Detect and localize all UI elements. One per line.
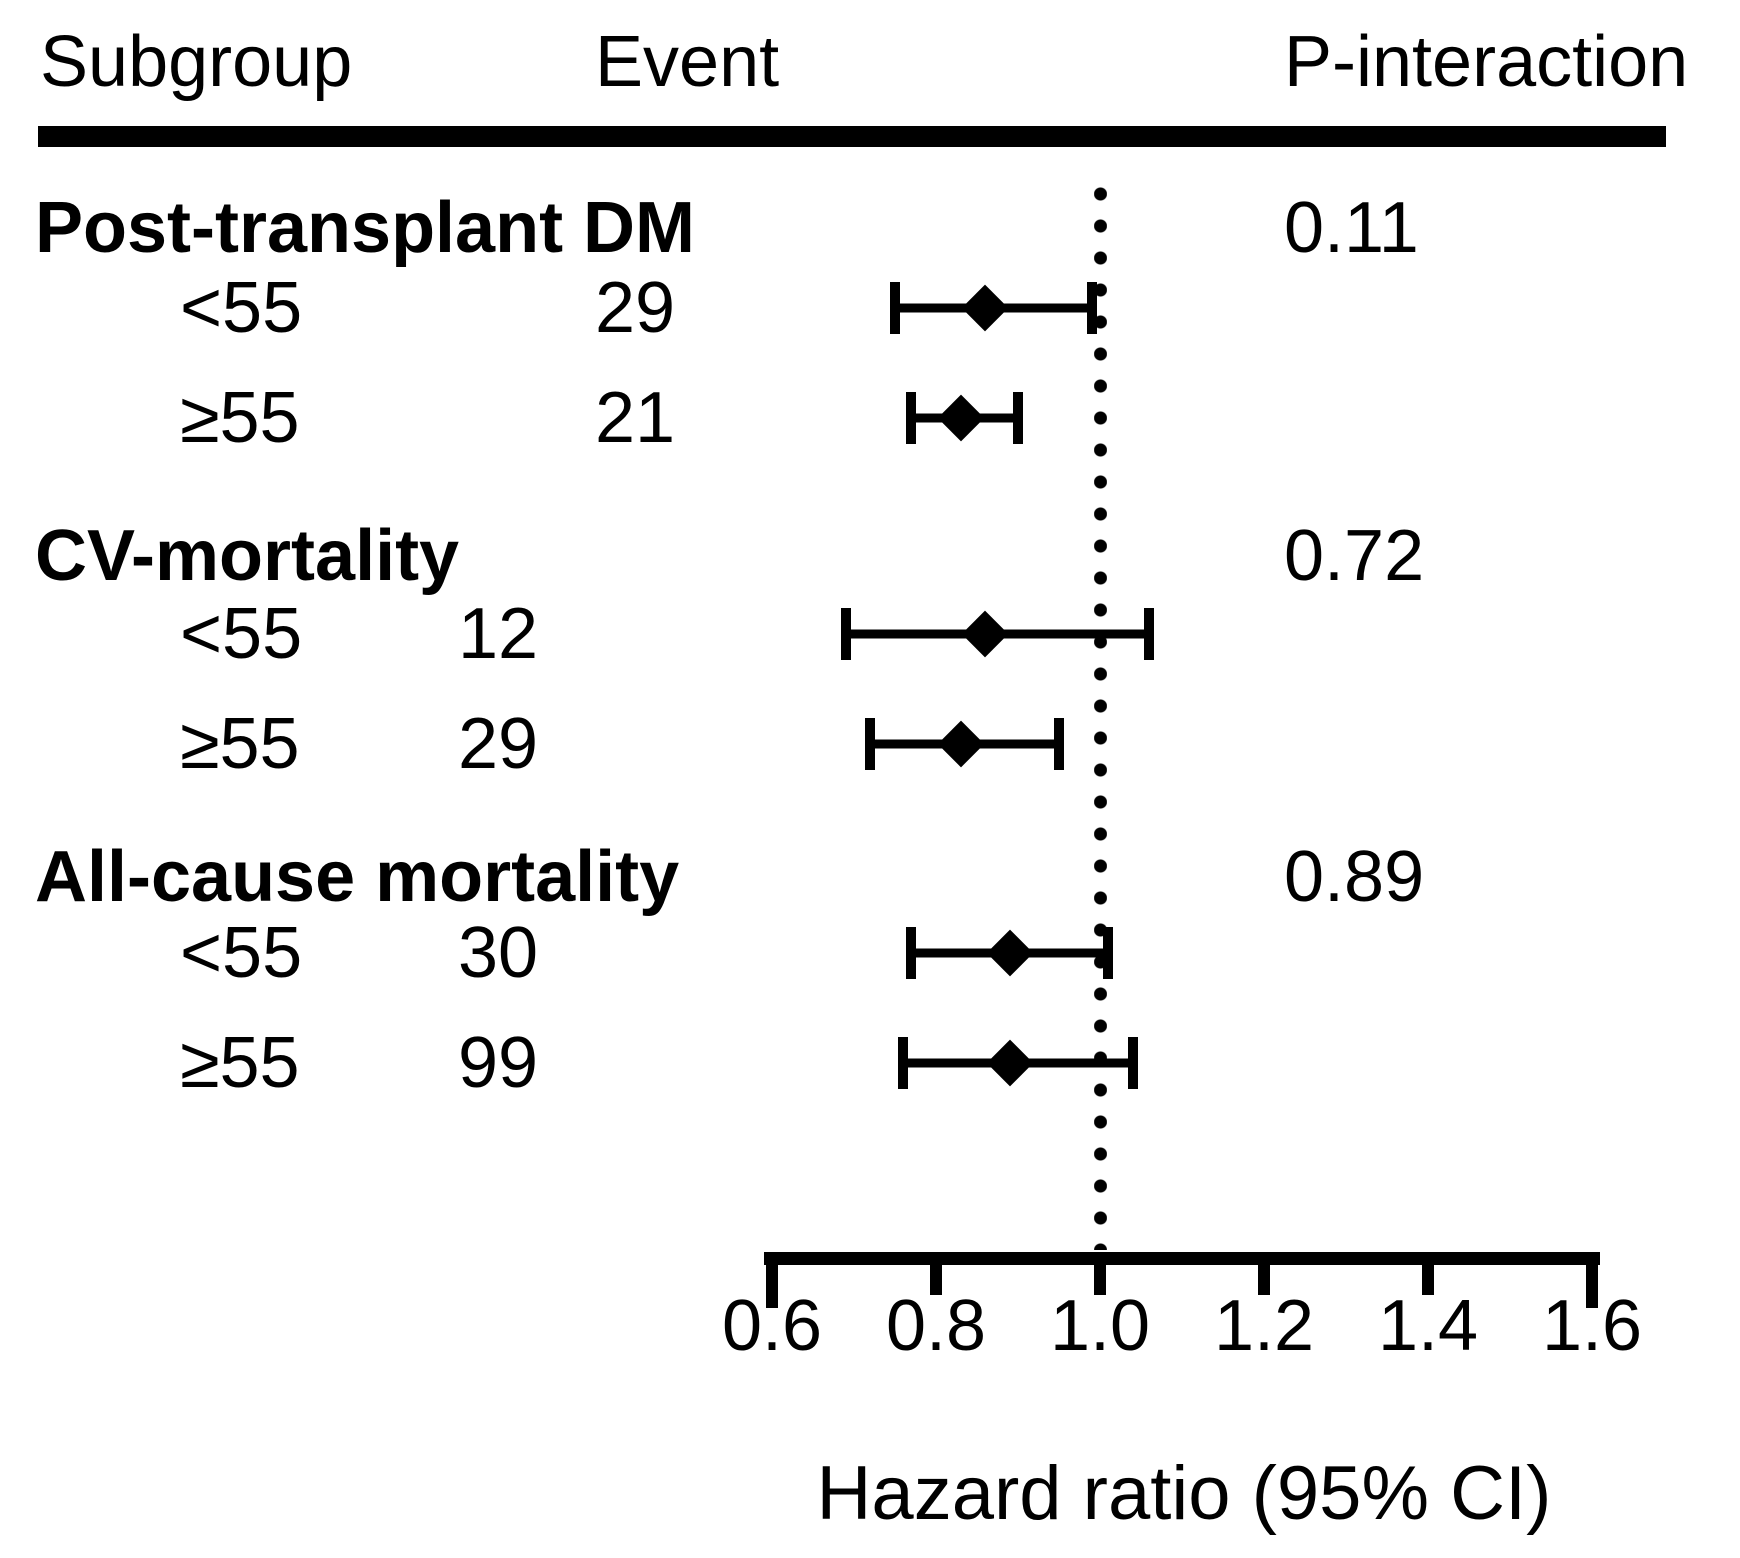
ci-cap-high [1144, 608, 1155, 660]
x-axis-tick-label: 1.6 [1541, 1286, 1643, 1366]
ci-cap-high [1086, 282, 1097, 334]
x-axis-tick [766, 1252, 778, 1308]
subgroup-label: <55 [180, 594, 303, 674]
event-count: 21 [595, 378, 676, 458]
column-header-p-interaction: P-interaction [1284, 22, 1689, 102]
hr-diamond-marker [986, 929, 1034, 977]
event-count: 12 [458, 594, 539, 674]
ci-cap-low [898, 1037, 909, 1089]
hr-diamond-marker [986, 1039, 1034, 1087]
x-axis-line [764, 1252, 1600, 1265]
ci-cap-high [1013, 392, 1023, 444]
group-heading: Post-transplant DM [35, 188, 696, 268]
hr-diamond-marker [937, 394, 984, 442]
subgroup-label: ≥55 [180, 1023, 300, 1103]
ci-cap-low [906, 392, 917, 444]
ci-cap-low [890, 282, 900, 334]
x-axis-tick-label: 1.0 [1049, 1286, 1151, 1366]
x-axis-tick-label: 1.4 [1377, 1286, 1479, 1366]
p-interaction-value: 0.89 [1284, 837, 1425, 917]
p-interaction-value: 0.72 [1284, 516, 1425, 596]
reference-line [1094, 186, 1107, 1250]
x-axis-tick [1258, 1252, 1270, 1295]
subgroup-label: <55 [180, 268, 303, 348]
x-axis-tick [930, 1252, 942, 1295]
header-divider-rule [38, 126, 1666, 147]
x-axis-tick-label: 1.2 [1213, 1286, 1315, 1366]
column-header-event: Event [595, 22, 780, 102]
x-axis-tick [1586, 1252, 1598, 1308]
x-axis-tick-label: 0.8 [885, 1286, 987, 1366]
group-heading: CV-mortality [35, 516, 460, 596]
event-count: 99 [458, 1023, 539, 1103]
subgroup-label: <55 [180, 913, 303, 993]
x-axis-title: Hazard ratio (95% CI) [816, 1451, 1552, 1536]
group-heading: All-cause mortality [35, 837, 680, 917]
hr-diamond-marker [961, 610, 1009, 658]
ci-cap-low [906, 927, 917, 979]
event-count: 29 [595, 268, 676, 348]
x-axis-tick [1422, 1252, 1434, 1295]
x-axis-tick [1094, 1252, 1106, 1295]
ci-cap-high [1127, 1037, 1138, 1089]
x-axis-tick-label: 0.6 [721, 1286, 823, 1366]
p-interaction-value: 0.11 [1284, 188, 1419, 268]
event-count: 29 [458, 704, 539, 784]
ci-cap-high [1054, 718, 1064, 770]
ci-cap-low [840, 608, 851, 660]
hr-diamond-marker [961, 284, 1009, 332]
subgroup-label: ≥55 [180, 704, 300, 784]
ci-cap-low [865, 718, 876, 770]
event-count: 30 [458, 913, 539, 993]
hr-diamond-marker [937, 720, 984, 768]
column-header-subgroup: Subgroup [40, 22, 353, 102]
subgroup-label: ≥55 [180, 378, 300, 458]
ci-cap-high [1103, 927, 1114, 979]
